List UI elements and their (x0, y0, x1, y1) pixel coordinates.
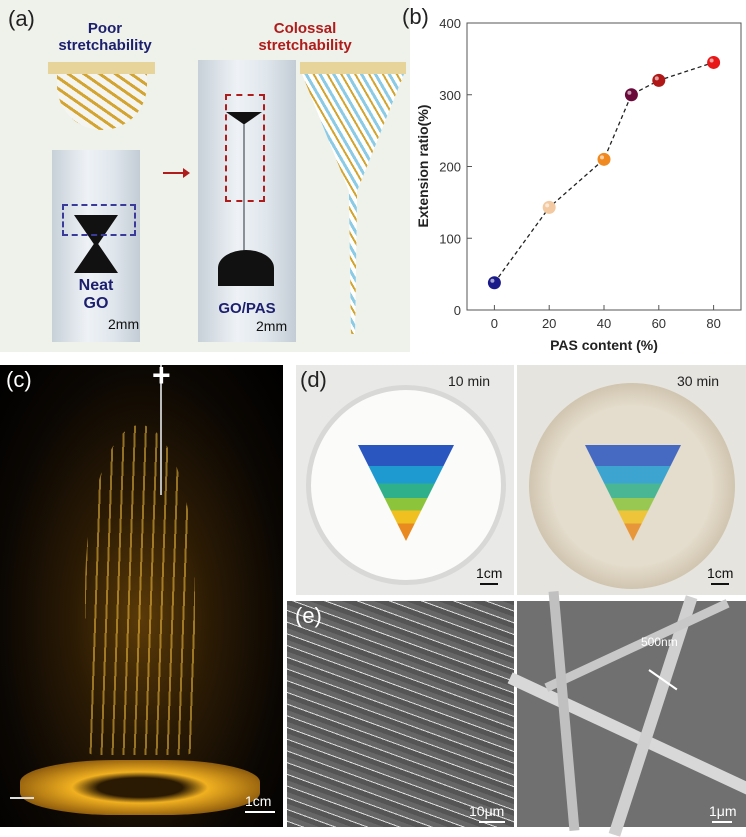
data-point-highlight (600, 155, 604, 160)
needle (160, 365, 162, 495)
scale-label: 2mm (108, 316, 140, 332)
scale-label: 10μm (469, 803, 505, 819)
zoom-box-blue (62, 204, 136, 236)
panel-c-label: (c) (6, 367, 32, 392)
panel-b-label: (b) (402, 4, 429, 29)
zoom-box-red (225, 94, 265, 202)
scale-bar (711, 583, 729, 585)
scale-label: 1μm (709, 803, 737, 819)
data-point-highlight (545, 203, 550, 208)
y-tick-label: 0 (454, 303, 461, 318)
jet-filaments (85, 425, 195, 755)
go-pas-fiber (243, 124, 245, 254)
scale-bar (479, 821, 505, 823)
poor-schematic-cap (48, 62, 155, 74)
y-axis-label: Extension ratio(%) (415, 105, 431, 228)
dashed-trend-line (493, 61, 714, 284)
arrow-head-icon (183, 168, 190, 178)
data-point (487, 276, 501, 290)
poor-schematic-flakes (57, 74, 147, 130)
ground-icon (10, 797, 34, 811)
fiber (608, 595, 698, 837)
dish-30min-photo: 30 min 1cm (517, 365, 746, 595)
x-tick-label: 60 (652, 316, 666, 331)
neat-go-label: Neat GO (78, 277, 114, 312)
y-tick-label: 200 (439, 160, 461, 175)
go-pas-lower-drop (218, 250, 274, 286)
collector-bath (20, 760, 260, 815)
y-tick-label: 300 (439, 88, 461, 103)
arrow-icon (163, 172, 185, 174)
sem-image-high-mag: 500nm 1μm (507, 591, 746, 837)
neat-go-photo: Neat GO 2mm (52, 150, 140, 342)
scale-label: 1cm (707, 565, 734, 581)
go-pas-label: GO/PAS (218, 300, 276, 317)
x-tick-label: 80 (706, 316, 720, 331)
go-pas-photo: GO/PAS 2mm (198, 60, 296, 342)
colossal-schematic-network (302, 74, 404, 334)
scale-label: 1cm (476, 565, 503, 581)
data-point (542, 200, 556, 214)
scale-label: 2mm (256, 318, 288, 334)
colossal-stretchability-title: Colossal stretchability (258, 20, 352, 54)
x-tick-label: 0 (491, 316, 498, 331)
positive-electrode-icon: + (152, 357, 171, 393)
time-label: 30 min (677, 373, 720, 389)
panel-a: (a) Poor stretchability Colossal stretch… (0, 0, 410, 352)
data-point (652, 73, 666, 87)
diameter-annotation: 500nm (641, 635, 678, 649)
data-point-highlight (709, 58, 714, 63)
x-axis-label: PAS content (%) (550, 337, 658, 353)
data-point-highlight (654, 76, 659, 81)
y-tick-label: 400 (439, 16, 461, 31)
scale-bar (480, 583, 498, 585)
extension-ratio-chart: Extension ratio(%) PAS content (%) 0 20 40… (415, 16, 742, 353)
data-point (597, 152, 611, 166)
x-tick-label: 40 (597, 316, 611, 331)
scale-label: 1cm (245, 793, 272, 809)
sem-image-low-mag: (e) 10μm (287, 601, 514, 827)
time-label: 10 min (448, 373, 491, 389)
panel-d-label: (d) (300, 367, 327, 392)
panel-a-label: (a) (8, 6, 35, 31)
plot-frame (466, 22, 742, 311)
colossal-schematic-cap (300, 62, 406, 74)
panel-c-electrospinning-photo: (c) + 1cm (0, 357, 283, 827)
fiber (544, 599, 730, 692)
data-point-highlight (490, 278, 495, 283)
scale-bar (712, 821, 732, 823)
panel-e-label: (e) (295, 603, 322, 628)
poor-stretchability-title: Poor stretchability (58, 20, 152, 54)
x-tick-label: 20 (542, 316, 556, 331)
scale-bar (245, 811, 275, 813)
dish-10min-photo: (d) 10 min 1cm (296, 365, 514, 595)
y-tick-label: 100 (439, 231, 461, 246)
data-point-highlight (627, 90, 632, 95)
data-point (707, 55, 721, 69)
data-point (624, 88, 638, 102)
